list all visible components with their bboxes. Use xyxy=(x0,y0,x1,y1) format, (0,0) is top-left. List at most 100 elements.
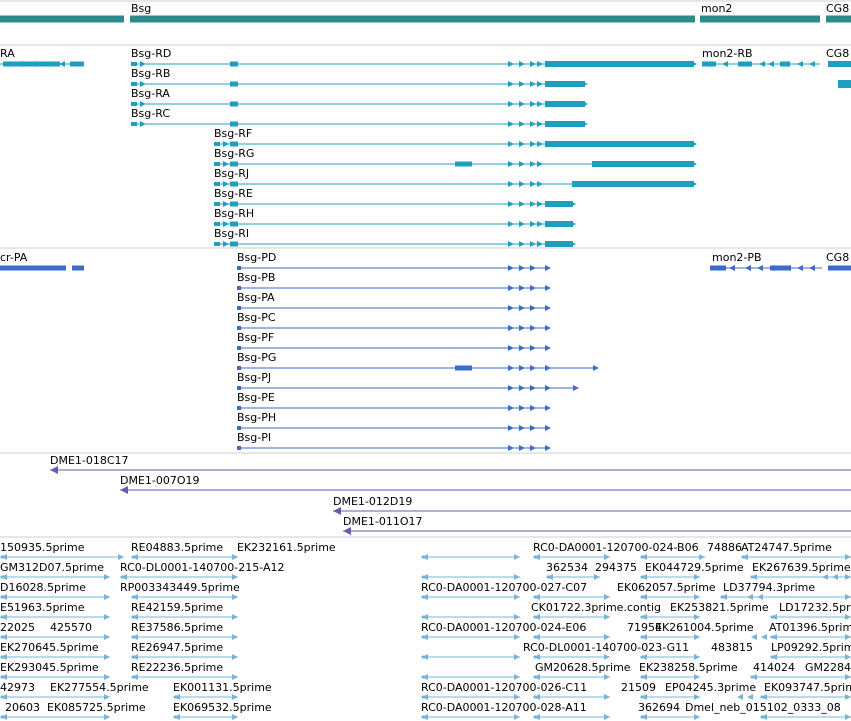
est-label: RC0-DL0001-140700-215-A12 xyxy=(120,561,285,574)
strand-arrow-right xyxy=(537,61,543,67)
clone-label: DME1-011O17 xyxy=(343,515,423,528)
strand-arrow-right xyxy=(104,634,110,640)
strand-arrow-right xyxy=(570,201,576,207)
strand-arrow-right xyxy=(604,594,610,600)
strand-arrow-right xyxy=(508,305,514,311)
strand-arrow-left xyxy=(534,674,540,680)
strand-arrow-right xyxy=(594,574,600,580)
strand-arrow-right xyxy=(570,241,576,247)
strand-arrow-right xyxy=(691,161,697,167)
strand-arrow-left xyxy=(705,61,711,67)
exon-block xyxy=(545,61,694,67)
exon-block xyxy=(545,141,694,147)
strand-arrow-right xyxy=(232,614,238,620)
strand-arrow-right xyxy=(537,201,543,207)
strand-arrow-right xyxy=(530,181,536,187)
strand-arrow-right xyxy=(232,634,238,640)
strand-arrow-right xyxy=(530,325,536,331)
exon-block xyxy=(230,181,238,187)
est-label: EK093747.5prime xyxy=(764,681,851,694)
strand-arrow-right xyxy=(530,61,536,67)
exon-block xyxy=(545,201,573,207)
strand-arrow-right xyxy=(570,221,576,227)
exon-block xyxy=(214,162,220,166)
strand-arrow-left xyxy=(641,634,647,640)
strand-arrow-left xyxy=(534,694,540,700)
exon-block xyxy=(545,241,573,247)
strand-arrow-left xyxy=(1,554,7,560)
strand-arrow-right xyxy=(519,161,525,167)
strand-arrow-left xyxy=(771,634,777,640)
exon-block xyxy=(237,306,241,310)
exon-block xyxy=(214,182,220,186)
est-label: 71954 xyxy=(627,621,662,634)
strand-arrow-right xyxy=(519,425,525,431)
strand-arrow-left xyxy=(547,574,553,580)
strand-arrow-left xyxy=(785,265,791,271)
strand-arrow-left xyxy=(50,466,58,474)
exon-block xyxy=(214,202,220,206)
strand-arrow-left xyxy=(1,634,7,640)
strand-arrow-right xyxy=(691,141,697,147)
exon-block xyxy=(237,346,241,350)
strand-arrow-left xyxy=(783,61,789,67)
exon-block xyxy=(237,426,241,430)
strand-arrow-right xyxy=(530,265,536,271)
exon-block xyxy=(545,121,585,127)
strand-arrow-right xyxy=(519,445,525,451)
protein-label: Bsg-PE xyxy=(237,391,275,404)
est-label: EK253821.5prime xyxy=(670,601,769,614)
strand-arrow-right xyxy=(845,674,851,680)
strand-arrow-left xyxy=(1,674,7,680)
clone-label: DME1-012D19 xyxy=(333,495,412,508)
strand-arrow-right xyxy=(530,345,536,351)
strand-arrow-right xyxy=(845,654,851,660)
strand-arrow-left xyxy=(534,634,540,640)
exon-block xyxy=(237,266,241,270)
strand-arrow-right xyxy=(519,221,525,227)
gene-label: CG8 xyxy=(826,2,849,15)
exon-block xyxy=(592,161,694,167)
strand-arrow-right xyxy=(232,674,238,680)
est-label: EK044729.5prime xyxy=(645,561,744,574)
strand-arrow-right xyxy=(545,365,551,371)
strand-arrow-right xyxy=(519,345,525,351)
est-label: EK085725.5prime xyxy=(47,701,146,714)
est-label: RC0-DA0001-120700-027-C07 xyxy=(421,581,587,594)
strand-arrow-right xyxy=(582,121,588,127)
strand-arrow-left xyxy=(132,554,138,560)
exon-block xyxy=(230,121,238,127)
strand-arrow-left xyxy=(5,61,11,67)
strand-arrow-right xyxy=(223,221,229,227)
strand-arrow-left xyxy=(121,574,127,580)
est-label: 20603 xyxy=(5,701,40,714)
strand-arrow-left xyxy=(1,574,7,580)
strand-arrow-left xyxy=(343,527,351,535)
strand-arrow-right xyxy=(573,385,579,391)
strand-arrow-right xyxy=(104,694,110,700)
strand-arrow-left xyxy=(751,574,757,580)
est-label: E51963.5prime xyxy=(0,601,85,614)
strand-arrow-left xyxy=(771,654,777,660)
transcript-track: RA mon2-RB CG8 Bsg-RD Bsg-RB Bsg-RA Bsg-RC Bsg-… xyxy=(0,47,851,247)
gene-bar xyxy=(826,15,851,23)
strand-arrow-right xyxy=(104,594,110,600)
strand-arrow-left xyxy=(17,61,23,67)
exon-block xyxy=(214,242,220,246)
strand-arrow-right xyxy=(537,121,543,127)
strand-arrow-right xyxy=(514,594,520,600)
strand-arrow-left xyxy=(132,674,138,680)
strand-arrow-right xyxy=(508,385,514,391)
est-label: RC0-DA0001-120700-024-B06 xyxy=(533,541,699,554)
exon-block xyxy=(770,265,790,271)
strand-arrow-left xyxy=(768,61,774,67)
est-label: 150935.5prime xyxy=(0,541,85,554)
strand-arrow-right xyxy=(545,325,551,331)
exon-block xyxy=(131,82,137,86)
est-label: 74886 xyxy=(707,541,742,554)
est-label: RE37586.5prime xyxy=(131,621,223,634)
strand-arrow-right xyxy=(514,634,520,640)
strand-arrow-right xyxy=(537,101,543,107)
strand-arrow-right xyxy=(604,614,610,620)
strand-arrow-right xyxy=(845,594,851,600)
